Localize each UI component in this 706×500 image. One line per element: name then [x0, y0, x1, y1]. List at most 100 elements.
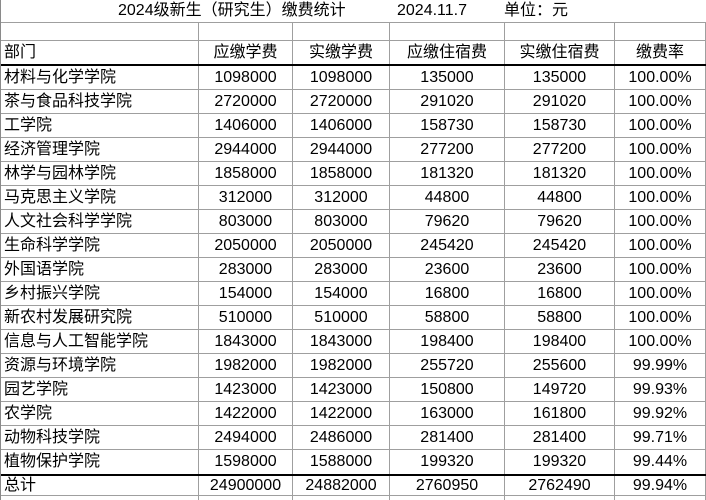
title-date[interactable]: 2024.11.7: [397, 2, 467, 19]
cell-department[interactable]: 生命科学学院: [0, 234, 199, 257]
cell-department[interactable]: 外国语学院: [0, 258, 199, 281]
cell-payment-rate[interactable]: 99.93%: [615, 378, 706, 401]
cell-tuition-due[interactable]: 510000: [199, 306, 293, 329]
cell-department[interactable]: 资源与环境学院: [0, 354, 199, 377]
cell-tuition-due[interactable]: 1982000: [199, 354, 293, 377]
cell-housing-due[interactable]: 163000: [390, 402, 505, 425]
cell-department[interactable]: 工学院: [0, 114, 199, 137]
empty-cell[interactable]: [199, 23, 293, 40]
cell-housing-due[interactable]: 44800: [390, 186, 505, 209]
empty-cell[interactable]: [615, 23, 706, 40]
cell-tuition-due[interactable]: 283000: [199, 258, 293, 281]
cell-housing-paid[interactable]: 281400: [505, 426, 615, 449]
cell-payment-rate[interactable]: 99.44%: [615, 450, 706, 474]
cell-housing-paid[interactable]: 135000: [505, 66, 615, 89]
cell-housing-due[interactable]: 79620: [390, 210, 505, 233]
cell-payment-rate[interactable]: 100.00%: [615, 186, 706, 209]
cell-payment-rate[interactable]: 100.00%: [615, 282, 706, 305]
header-tuition-due[interactable]: 应缴学费: [199, 41, 293, 64]
cell-housing-due[interactable]: 135000: [390, 66, 505, 89]
cell-tuition-due[interactable]: 2944000: [199, 138, 293, 161]
cell-department[interactable]: 动物科技学院: [0, 426, 199, 449]
header-housing-paid[interactable]: 实缴住宿费: [505, 41, 615, 64]
cell-tuition-paid[interactable]: 2050000: [293, 234, 390, 257]
cell-housing-due[interactable]: 150800: [390, 378, 505, 401]
cell-housing-due[interactable]: 291020: [390, 90, 505, 113]
cell-payment-rate[interactable]: 100.00%: [615, 306, 706, 329]
cell-payment-rate[interactable]: 99.99%: [615, 354, 706, 377]
cell-payment-rate[interactable]: 100.00%: [615, 258, 706, 281]
header-department[interactable]: 部门: [0, 41, 199, 64]
cell-housing-paid[interactable]: 198400: [505, 330, 615, 353]
cell-tuition-paid[interactable]: 1843000: [293, 330, 390, 353]
cell-housing-paid[interactable]: 23600: [505, 258, 615, 281]
cell-tuition-paid[interactable]: 283000: [293, 258, 390, 281]
cell-tuition-due[interactable]: 803000: [199, 210, 293, 233]
cell-tuition-paid[interactable]: 1098000: [293, 66, 390, 89]
cell-payment-rate[interactable]: 100.00%: [615, 66, 706, 89]
cell-tuition-paid[interactable]: 1422000: [293, 402, 390, 425]
cell-housing-due[interactable]: 181320: [390, 162, 505, 185]
empty-cell[interactable]: [390, 23, 505, 40]
total-tuition-paid[interactable]: 24882000: [293, 476, 390, 495]
cell-department[interactable]: 马克思主义学院: [0, 186, 199, 209]
cell-tuition-due[interactable]: 1843000: [199, 330, 293, 353]
cell-housing-due[interactable]: 16800: [390, 282, 505, 305]
total-tuition-due[interactable]: 24900000: [199, 476, 293, 495]
cell-tuition-paid[interactable]: 1423000: [293, 378, 390, 401]
header-housing-due[interactable]: 应缴住宿费: [390, 41, 505, 64]
cell-housing-paid[interactable]: 16800: [505, 282, 615, 305]
cell-department[interactable]: 材料与化学学院: [0, 66, 199, 89]
total-label[interactable]: 总计: [0, 476, 199, 495]
empty-cell[interactable]: [0, 23, 199, 40]
cell-department[interactable]: 植物保护学院: [0, 450, 199, 474]
total-housing-paid[interactable]: 2762490: [505, 476, 615, 495]
cell-tuition-paid[interactable]: 1858000: [293, 162, 390, 185]
cell-payment-rate[interactable]: 99.71%: [615, 426, 706, 449]
cell-tuition-due[interactable]: 1422000: [199, 402, 293, 425]
cell-tuition-due[interactable]: 2720000: [199, 90, 293, 113]
cell-tuition-paid[interactable]: 312000: [293, 186, 390, 209]
cell-housing-paid[interactable]: 149720: [505, 378, 615, 401]
cell-department[interactable]: 乡村振兴学院: [0, 282, 199, 305]
cell-tuition-due[interactable]: 1098000: [199, 66, 293, 89]
cell-tuition-paid[interactable]: 2720000: [293, 90, 390, 113]
cell-tuition-paid[interactable]: 1588000: [293, 450, 390, 474]
empty-cell[interactable]: [293, 23, 390, 40]
cell-housing-paid[interactable]: 58800: [505, 306, 615, 329]
total-payment-rate[interactable]: 99.94%: [615, 476, 706, 495]
cell-tuition-paid[interactable]: 1982000: [293, 354, 390, 377]
cell-housing-paid[interactable]: 181320: [505, 162, 615, 185]
cell-housing-due[interactable]: 158730: [390, 114, 505, 137]
cell-housing-paid[interactable]: 161800: [505, 402, 615, 425]
page-title[interactable]: 2024级新生（研究生）缴费统计: [118, 2, 346, 19]
cell-tuition-paid[interactable]: 510000: [293, 306, 390, 329]
cell-department[interactable]: 林学与园林学院: [0, 162, 199, 185]
cell-department[interactable]: 新农村发展研究院: [0, 306, 199, 329]
cell-housing-paid[interactable]: 291020: [505, 90, 615, 113]
cell-housing-due[interactable]: 58800: [390, 306, 505, 329]
cell-housing-paid[interactable]: 199320: [505, 450, 615, 474]
empty-cell[interactable]: [505, 23, 615, 40]
cell-payment-rate[interactable]: 99.92%: [615, 402, 706, 425]
cell-department[interactable]: 经济管理学院: [0, 138, 199, 161]
cell-tuition-due[interactable]: 312000: [199, 186, 293, 209]
cell-tuition-due[interactable]: 1423000: [199, 378, 293, 401]
cell-department[interactable]: 茶与食品科技学院: [0, 90, 199, 113]
cell-tuition-paid[interactable]: 803000: [293, 210, 390, 233]
cell-payment-rate[interactable]: 100.00%: [615, 330, 706, 353]
cell-department[interactable]: 人文社会科学学院: [0, 210, 199, 233]
cell-housing-due[interactable]: 199320: [390, 450, 505, 474]
cell-department[interactable]: 园艺学院: [0, 378, 199, 401]
cell-payment-rate[interactable]: 100.00%: [615, 90, 706, 113]
header-payment-rate[interactable]: 缴费率: [615, 41, 706, 64]
header-tuition-paid[interactable]: 实缴学费: [293, 41, 390, 64]
cell-housing-paid[interactable]: 255600: [505, 354, 615, 377]
total-housing-due[interactable]: 2760950: [390, 476, 505, 495]
cell-payment-rate[interactable]: 100.00%: [615, 114, 706, 137]
cell-housing-paid[interactable]: 158730: [505, 114, 615, 137]
cell-housing-due[interactable]: 277200: [390, 138, 505, 161]
title-unit[interactable]: 单位：元: [504, 2, 569, 19]
cell-housing-paid[interactable]: 79620: [505, 210, 615, 233]
cell-tuition-due[interactable]: 1858000: [199, 162, 293, 185]
